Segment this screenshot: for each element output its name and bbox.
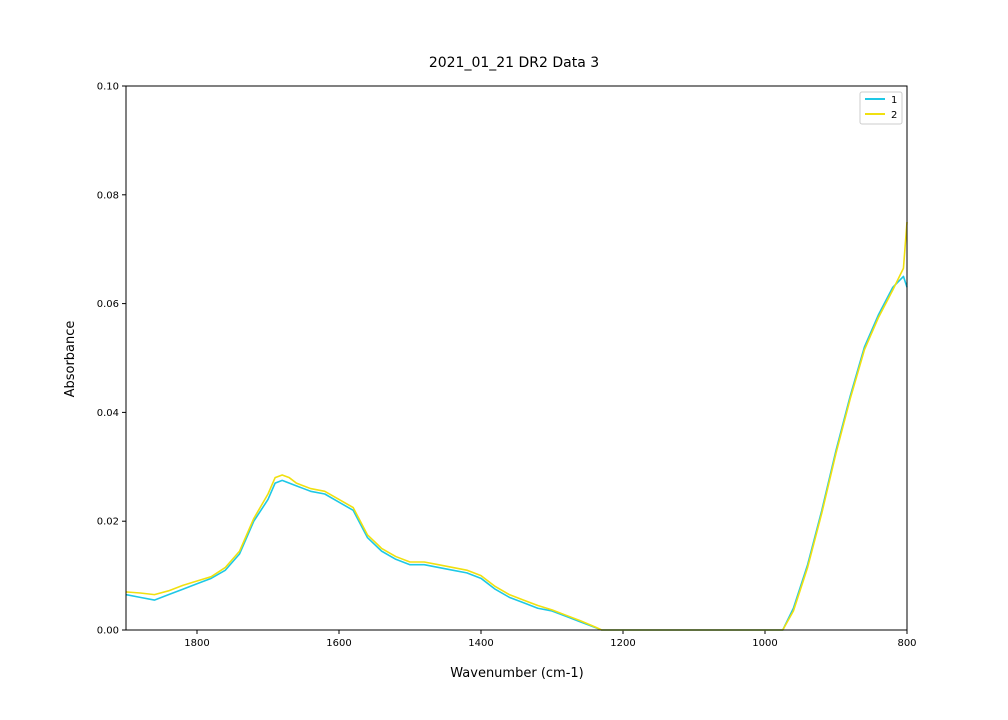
x-tick-label: 1200 <box>610 638 635 649</box>
legend: 1 2 <box>859 91 903 125</box>
y-axis-label: Absorbance <box>63 321 78 398</box>
y-tick-label: 0.04 <box>97 408 119 419</box>
y-axis-ticks: 0.00 0.02 0.04 0.06 0.08 0.10 <box>97 82 126 637</box>
x-tick-label: 1000 <box>752 638 777 649</box>
series-layer <box>125 221 908 631</box>
x-tick-label: 1800 <box>184 638 209 649</box>
legend-label-series-1: 1 <box>891 95 897 106</box>
plot-frame <box>125 85 908 631</box>
y-tick-label: 0.06 <box>97 299 119 310</box>
y-tick-label: 0.02 <box>97 517 119 528</box>
series-line-2 <box>125 221 908 631</box>
x-tick-label: 1600 <box>326 638 351 649</box>
chart-title: 2021_01_21 DR2 Data 3 <box>429 55 599 71</box>
x-axis-label: Wavenumber (cm-1) <box>450 666 583 681</box>
y-tick-label: 0.10 <box>97 82 119 93</box>
x-tick-label: 1400 <box>468 638 493 649</box>
legend-label-series-2: 2 <box>891 110 897 121</box>
series-line-1 <box>125 275 908 631</box>
x-tick-label: 800 <box>897 638 916 649</box>
y-tick-label: 0.00 <box>97 626 119 637</box>
y-tick-label: 0.08 <box>97 190 119 201</box>
